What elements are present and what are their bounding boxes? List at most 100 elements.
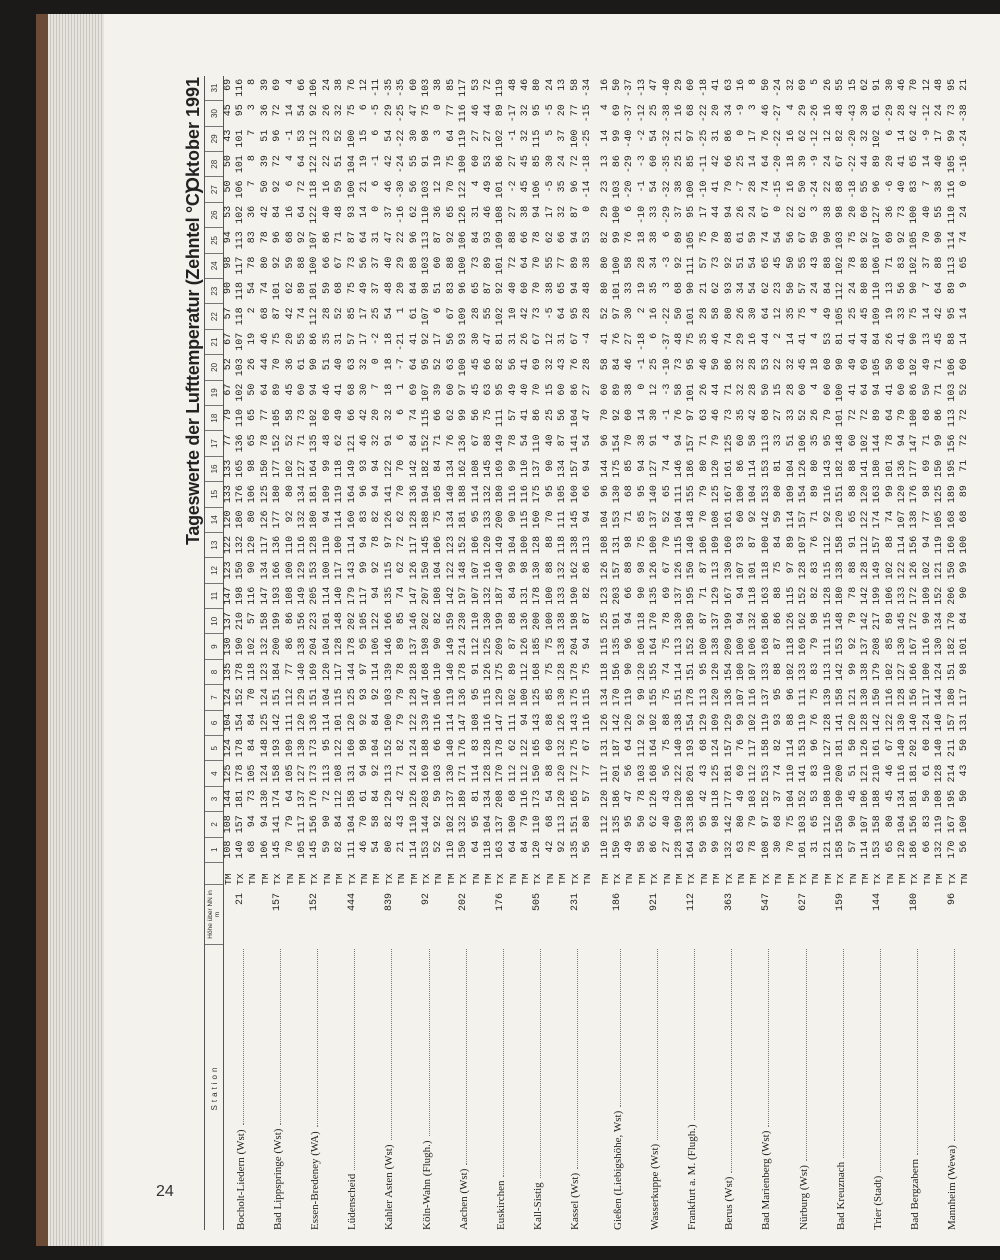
temperature-value: 88 [835, 180, 847, 193]
temperature-value: 119 [934, 815, 946, 834]
table-row: TM 110 112 120 117 131 126 134 118 115 125 123 126 10… [599, 76, 611, 1230]
temperature-value: 66 [433, 739, 445, 752]
temperature-value: 156 [909, 535, 921, 554]
station-name: Kall-Sistig [532, 1182, 545, 1230]
temperature-value: 30 [884, 78, 896, 91]
temperature-value: 14 [959, 307, 971, 320]
temperature-value: 37 [371, 256, 383, 269]
table-row: TM 118 104 134 128 128 116 115 126 125 130 132 116 12… [482, 76, 494, 1230]
temperature-value: 117 [259, 535, 271, 554]
station-name: Mannheim (Wewa) [946, 1145, 959, 1230]
temperature-value: -2 [636, 129, 648, 142]
temperature-value: 60 [959, 358, 971, 371]
temperature-value: 122 [371, 612, 383, 631]
temperature-value: 100 [612, 256, 624, 275]
temperature-value: -18 [582, 155, 594, 174]
temperature-value: 104 [507, 535, 519, 554]
temperature-value: 119 [797, 713, 809, 732]
temperature-value: 128 [822, 586, 834, 605]
temperature-value: 152 [934, 586, 946, 605]
temperature-value: 116 [582, 713, 594, 732]
temperature-value: 160 [346, 510, 358, 529]
temperature-value: 100 [309, 256, 321, 275]
temperature-value: -18 [847, 180, 859, 199]
temperature-value: 94 [569, 282, 581, 295]
table-row: TM 120 104 134 116 140 130 128 127 130 145 133 122 11… [896, 76, 908, 1230]
temperature-value: 110 [445, 840, 457, 859]
temperature-value: 58 [674, 383, 686, 396]
temperature-value: 106 [433, 535, 445, 554]
temperature-value: 60 [897, 358, 909, 371]
table-row: Kahler Asten (Wst) 839 TX 80 82 129 113 152 100 1… [383, 76, 395, 1230]
temperature-value: 42 [520, 307, 532, 320]
temperature-value: -15 [773, 180, 785, 199]
temperature-value: 167 [909, 637, 921, 656]
temperature-value: 71 [433, 434, 445, 447]
temperature-value: 96 [810, 739, 822, 752]
temperature-value: 45 [284, 383, 296, 396]
temperature-value: 63 [698, 408, 710, 421]
temperature-value: 50 [847, 739, 859, 752]
temperature-value: 45 [470, 383, 482, 396]
temperature-value: 66 [321, 256, 333, 269]
temperature-value: 73 [346, 256, 358, 269]
temperature-value: 19 [636, 282, 648, 295]
temperature-value: 148 [259, 739, 271, 758]
temperature-value: 115 [822, 612, 834, 631]
temperature-value: 35 [649, 282, 661, 295]
temperature-value: 52 [661, 510, 673, 523]
measure-code: TM [520, 873, 532, 885]
temperature-value: 122 [884, 713, 896, 732]
temperature-value: 54 [748, 282, 760, 295]
temperature-value: 38 [674, 180, 686, 193]
temperature-value: 17 [934, 129, 946, 142]
temperature-value: 99 [507, 459, 519, 472]
temperature-value: 62 [507, 739, 519, 752]
measure-code: TX [723, 873, 735, 885]
temperature-value: 75 [582, 662, 594, 675]
temperature-value: 186 [612, 789, 624, 808]
temperature-value: 118 [711, 789, 723, 808]
station-cell [748, 945, 760, 1230]
temperature-value: 94 [723, 205, 735, 218]
temperature-value: 110 [235, 408, 247, 427]
temperature-value: 36 [284, 358, 296, 371]
temperature-value: 93 [458, 332, 470, 345]
temperature-value: 65 [557, 282, 569, 295]
temperature-value: 22 [321, 155, 333, 168]
measure-code: TX [760, 873, 772, 885]
temperature-value: 86 [649, 840, 661, 853]
temperature-value: 92 [748, 510, 760, 523]
temperature-value: 7 [247, 129, 259, 136]
temperature-value: 70 [599, 408, 611, 421]
temperature-value: 91 [420, 155, 432, 168]
temperature-value: 45 [934, 332, 946, 345]
temperature-value: 35 [557, 180, 569, 193]
temperature-value: 88 [785, 713, 797, 726]
temperature-value: -5 [544, 307, 556, 320]
temperature-value: 120 [835, 510, 847, 529]
temperature-value: 120 [636, 662, 648, 681]
temperature-value: 101 [235, 129, 247, 148]
temperature-value: 141 [569, 434, 581, 453]
temperature-value: 104 [321, 688, 333, 707]
temperature-value: 49 [334, 408, 346, 421]
temperature-value: 56 [507, 358, 519, 371]
temperature-value: 114 [470, 764, 482, 783]
temperature-value: -37 [661, 332, 673, 351]
temperature-value: 157 [872, 535, 884, 554]
temperature-value: 198 [569, 612, 581, 631]
temperature-value: 74 [884, 510, 896, 523]
temperature-value: -1 [661, 408, 673, 421]
header-day: 22 [205, 304, 223, 330]
temperature-value: 103 [420, 256, 432, 275]
temperature-value: 71 [334, 231, 346, 244]
table-row: TM 82 84 112 108 122 101 115 117 128 148 140 117 100 1… [334, 76, 346, 1230]
temperature-value: 8 [748, 78, 760, 85]
station-cell [371, 945, 383, 1230]
temperature-value: 106 [259, 840, 271, 859]
temperature-value: 106 [698, 535, 710, 554]
temperature-value: 58 [569, 78, 581, 91]
temperature-value: 20 [884, 155, 896, 168]
temperature-value: 86 [582, 561, 594, 574]
